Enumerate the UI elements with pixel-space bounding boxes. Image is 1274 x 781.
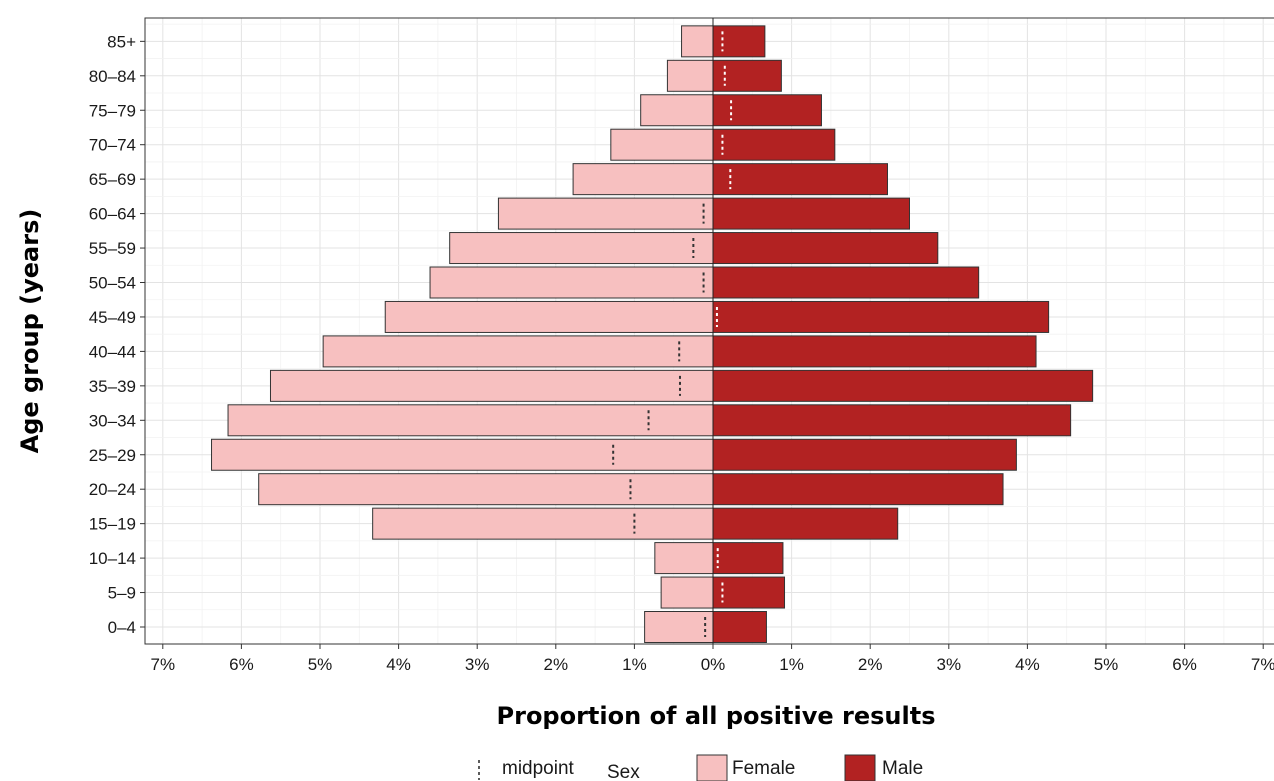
male-bar bbox=[712, 507, 899, 540]
y-tick-label: 5–9 bbox=[108, 584, 136, 603]
female-bar bbox=[449, 232, 714, 265]
y-tick-label: 0–4 bbox=[108, 618, 136, 637]
male-bar bbox=[712, 438, 1017, 471]
y-tick-label: 25–29 bbox=[89, 446, 136, 465]
male-bar bbox=[712, 369, 1094, 402]
female-bar bbox=[654, 542, 714, 575]
female-bar bbox=[322, 335, 714, 368]
x-tick-label: 7% bbox=[151, 655, 176, 674]
x-tick-label: 2% bbox=[858, 655, 883, 674]
legend-sex-title: Sex bbox=[607, 762, 640, 781]
y-tick-label: 15–19 bbox=[89, 515, 136, 534]
male-bar bbox=[712, 611, 767, 643]
male-bar bbox=[712, 163, 888, 196]
x-tick-label: 4% bbox=[386, 655, 411, 674]
y-tick-label: 55–59 bbox=[89, 239, 136, 258]
female-bar bbox=[227, 404, 714, 437]
y-tick-label: 85+ bbox=[107, 32, 136, 51]
male-bar bbox=[712, 266, 980, 299]
x-axis-title: Proportion of all positive results bbox=[497, 702, 936, 730]
female-bar bbox=[666, 59, 714, 92]
legend-female-key bbox=[696, 754, 728, 781]
y-tick-label: 50–54 bbox=[89, 274, 136, 293]
y-tick-label: 10–14 bbox=[89, 549, 136, 568]
axis-layer: 0–4 5–9 10–14 15–19 20–24 25–29 30–34 35–39 40–4… bbox=[89, 18, 1274, 674]
female-bar bbox=[572, 163, 714, 196]
x-tick-label: 5% bbox=[1094, 655, 1119, 674]
x-tick-label: 2% bbox=[544, 655, 569, 674]
x-tick-label: 1% bbox=[779, 655, 804, 674]
male-bar bbox=[712, 542, 784, 575]
y-tick-label: 65–69 bbox=[89, 170, 136, 189]
x-tick-label: 3% bbox=[937, 655, 962, 674]
y-tick-label: 20–24 bbox=[89, 480, 136, 499]
male-bar bbox=[712, 576, 786, 609]
female-bar bbox=[640, 94, 714, 127]
male-bar bbox=[712, 473, 1004, 506]
plot-panel-border bbox=[144, 17, 1274, 645]
x-tick-label: 6% bbox=[1172, 655, 1197, 674]
legend-midpoint-label: midpoint bbox=[502, 758, 575, 779]
y-axis-title: Age group (years) bbox=[16, 209, 44, 454]
male-bar bbox=[712, 232, 939, 265]
female-bar bbox=[497, 197, 714, 230]
male-bar bbox=[712, 404, 1072, 437]
y-tick-label: 75–79 bbox=[89, 101, 136, 120]
legend-male-label: Male bbox=[882, 758, 923, 779]
female-bar bbox=[384, 300, 714, 333]
female-bar bbox=[610, 128, 714, 161]
male-bar bbox=[712, 94, 822, 127]
y-tick-label: 30–34 bbox=[89, 411, 136, 430]
y-tick-label: 70–74 bbox=[89, 136, 136, 155]
y-tick-label: 40–44 bbox=[89, 342, 136, 361]
x-tick-label: 7% bbox=[1251, 655, 1274, 674]
female-bar bbox=[429, 266, 714, 299]
male-bar bbox=[712, 128, 836, 161]
x-tick-label: 3% bbox=[465, 655, 490, 674]
female-bar bbox=[660, 576, 714, 609]
female-bar bbox=[211, 438, 714, 471]
legend-male-key bbox=[844, 754, 876, 781]
female-bar bbox=[269, 369, 714, 402]
male-bar bbox=[712, 25, 766, 58]
x-tick-label: 6% bbox=[229, 655, 254, 674]
male-bar bbox=[712, 300, 1050, 333]
x-tick-label: 4% bbox=[1015, 655, 1040, 674]
y-tick-label: 60–64 bbox=[89, 205, 136, 224]
female-bar bbox=[258, 473, 714, 506]
female-bar bbox=[681, 25, 714, 58]
legend: midpoint Sex Female Male bbox=[478, 754, 923, 781]
x-tick-label: 0% bbox=[701, 655, 726, 674]
male-bar bbox=[712, 197, 910, 230]
y-tick-label: 35–39 bbox=[89, 377, 136, 396]
female-bar bbox=[372, 507, 714, 540]
y-tick-label: 45–49 bbox=[89, 308, 136, 327]
female-bar bbox=[644, 611, 714, 643]
x-tick-label: 1% bbox=[622, 655, 647, 674]
y-tick-label: 80–84 bbox=[89, 67, 136, 86]
x-tick-label: 5% bbox=[308, 655, 333, 674]
male-bar bbox=[712, 335, 1037, 368]
legend-female-label: Female bbox=[732, 758, 795, 779]
male-bar bbox=[712, 59, 782, 92]
